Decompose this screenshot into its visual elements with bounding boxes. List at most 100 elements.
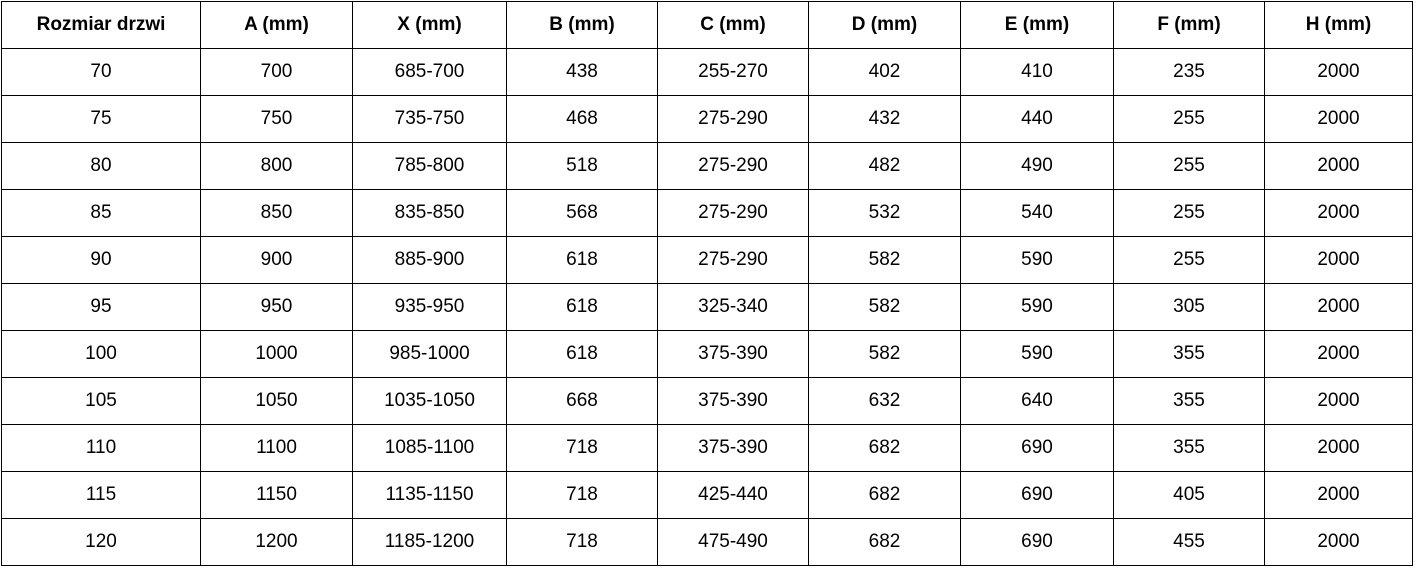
cell-r2-c7: 255 (1113, 142, 1265, 190)
table-row: 75 750 735-750 468 275-290 432 440 255 2000 (1, 95, 1413, 143)
column-header-0: Rozmiar drzwi (1, 1, 201, 49)
cell-r5-c7: 305 (1113, 283, 1265, 331)
cell-r5-c8: 2000 (1264, 283, 1413, 331)
cell-r9-c7: 405 (1113, 471, 1265, 519)
cell-r1-c7: 255 (1113, 95, 1265, 143)
cell-r8-c5: 682 (808, 424, 961, 472)
cell-r7-c1: 1050 (200, 377, 353, 425)
cell-r6-c0: 100 (1, 330, 201, 378)
cell-r7-c3: 668 (506, 377, 658, 425)
cell-r5-c1: 950 (200, 283, 353, 331)
cell-r5-c0: 95 (1, 283, 201, 331)
cell-r8-c8: 2000 (1264, 424, 1413, 472)
cell-r4-c3: 618 (506, 236, 658, 284)
cell-r7-c5: 632 (808, 377, 961, 425)
column-header-2: X (mm) (352, 1, 507, 49)
cell-r8-c0: 110 (1, 424, 201, 472)
cell-r2-c3: 518 (506, 142, 658, 190)
cell-r2-c5: 482 (808, 142, 961, 190)
cell-r9-c0: 115 (1, 471, 201, 519)
table-row: 115 1150 1135-1150 718 425-440 682 690 405 2000 (1, 471, 1413, 519)
cell-r10-c0: 120 (1, 518, 201, 566)
cell-r4-c7: 255 (1113, 236, 1265, 284)
cell-r2-c1: 800 (200, 142, 353, 190)
cell-r0-c1: 700 (200, 48, 353, 96)
cell-r10-c3: 718 (506, 518, 658, 566)
cell-r9-c4: 425-440 (657, 471, 809, 519)
cell-r1-c6: 440 (960, 95, 1114, 143)
cell-r1-c0: 75 (1, 95, 201, 143)
cell-r0-c6: 410 (960, 48, 1114, 96)
cell-r3-c5: 532 (808, 189, 961, 237)
cell-r6-c8: 2000 (1264, 330, 1413, 378)
table-row: 100 1000 985-1000 618 375-390 582 590 355 2000 (1, 330, 1413, 378)
table-row: 70 700 685-700 438 255-270 402 410 235 2000 (1, 48, 1413, 96)
cell-r7-c7: 355 (1113, 377, 1265, 425)
cell-r9-c5: 682 (808, 471, 961, 519)
cell-r0-c5: 402 (808, 48, 961, 96)
cell-r8-c4: 375-390 (657, 424, 809, 472)
cell-r3-c4: 275-290 (657, 189, 809, 237)
cell-r6-c5: 582 (808, 330, 961, 378)
cell-r6-c3: 618 (506, 330, 658, 378)
table-row: 90 900 885-900 618 275-290 582 590 255 2000 (1, 236, 1413, 284)
cell-r5-c2: 935-950 (352, 283, 507, 331)
cell-r9-c6: 690 (960, 471, 1114, 519)
cell-r6-c6: 590 (960, 330, 1114, 378)
cell-r10-c4: 475-490 (657, 518, 809, 566)
cell-r1-c5: 432 (808, 95, 961, 143)
cell-r2-c4: 275-290 (657, 142, 809, 190)
cell-r9-c1: 1150 (200, 471, 353, 519)
cell-r2-c8: 2000 (1264, 142, 1413, 190)
cell-r5-c5: 582 (808, 283, 961, 331)
cell-r1-c4: 275-290 (657, 95, 809, 143)
cell-r5-c4: 325-340 (657, 283, 809, 331)
cell-r9-c3: 718 (506, 471, 658, 519)
table-row: 110 1100 1085-1100 718 375-390 682 690 355 2000 (1, 424, 1413, 472)
column-header-7: F (mm) (1113, 1, 1265, 49)
cell-r4-c2: 885-900 (352, 236, 507, 284)
cell-r3-c7: 255 (1113, 189, 1265, 237)
cell-r0-c2: 685-700 (352, 48, 507, 96)
table-header-row: Rozmiar drzwi A (mm) X (mm) B (mm) C (mm) D (… (1, 1, 1413, 49)
cell-r7-c0: 105 (1, 377, 201, 425)
cell-r6-c7: 355 (1113, 330, 1265, 378)
cell-r8-c3: 718 (506, 424, 658, 472)
cell-r6-c2: 985-1000 (352, 330, 507, 378)
cell-r3-c1: 850 (200, 189, 353, 237)
cell-r4-c5: 582 (808, 236, 961, 284)
cell-r6-c1: 1000 (200, 330, 353, 378)
cell-r2-c0: 80 (1, 142, 201, 190)
cell-r10-c8: 2000 (1264, 518, 1413, 566)
door-size-specification-table: Rozmiar drzwi A (mm) X (mm) B (mm) C (mm) D (… (1, 1, 1413, 566)
cell-r9-c2: 1135-1150 (352, 471, 507, 519)
cell-r6-c4: 375-390 (657, 330, 809, 378)
cell-r4-c4: 275-290 (657, 236, 809, 284)
table-row: 95 950 935-950 618 325-340 582 590 305 2000 (1, 283, 1413, 331)
cell-r3-c3: 568 (506, 189, 658, 237)
column-header-4: C (mm) (657, 1, 809, 49)
column-header-8: H (mm) (1264, 1, 1413, 49)
cell-r10-c1: 1200 (200, 518, 353, 566)
cell-r5-c3: 618 (506, 283, 658, 331)
cell-r4-c1: 900 (200, 236, 353, 284)
table-row: 80 800 785-800 518 275-290 482 490 255 2000 (1, 142, 1413, 190)
table-row: 120 1200 1185-1200 718 475-490 682 690 455 2000 (1, 518, 1413, 566)
cell-r4-c6: 590 (960, 236, 1114, 284)
table-header: Rozmiar drzwi A (mm) X (mm) B (mm) C (mm) D (… (1, 1, 1413, 49)
cell-r10-c2: 1185-1200 (352, 518, 507, 566)
cell-r1-c1: 750 (200, 95, 353, 143)
cell-r10-c7: 455 (1113, 518, 1265, 566)
table-body: 70 700 685-700 438 255-270 402 410 235 2000 75 750… (1, 48, 1413, 566)
cell-r8-c2: 1085-1100 (352, 424, 507, 472)
cell-r8-c1: 1100 (200, 424, 353, 472)
cell-r1-c3: 468 (506, 95, 658, 143)
cell-r3-c8: 2000 (1264, 189, 1413, 237)
cell-r7-c6: 640 (960, 377, 1114, 425)
cell-r7-c8: 2000 (1264, 377, 1413, 425)
cell-r8-c7: 355 (1113, 424, 1265, 472)
cell-r4-c8: 2000 (1264, 236, 1413, 284)
cell-r10-c6: 690 (960, 518, 1114, 566)
cell-r3-c6: 540 (960, 189, 1114, 237)
cell-r0-c4: 255-270 (657, 48, 809, 96)
